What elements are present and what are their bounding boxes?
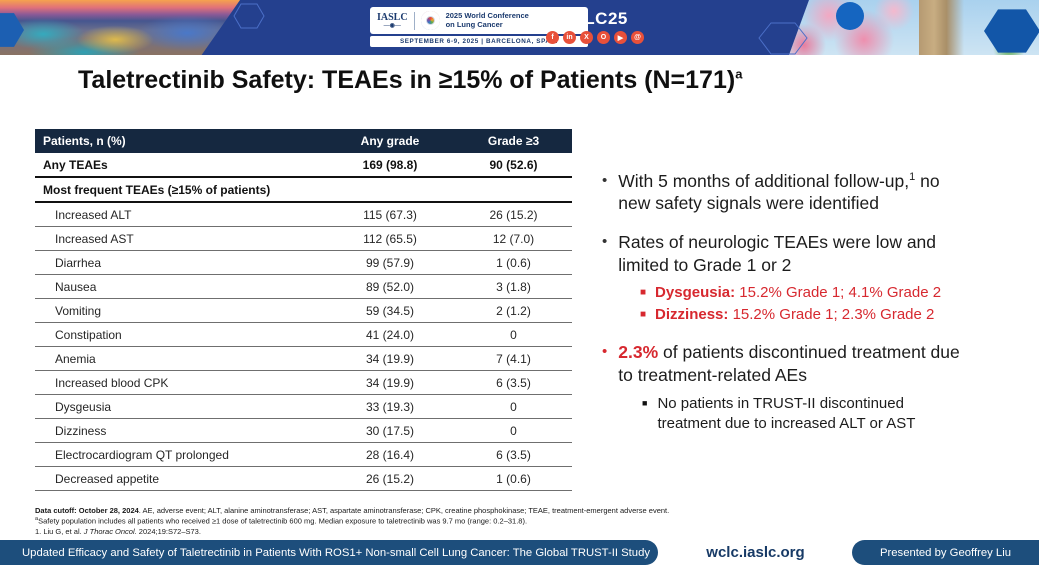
table-header-row: Patients, n (%) Any grade Grade ≥3: [35, 129, 572, 153]
youtube-icon[interactable]: ▶: [614, 31, 627, 44]
table-row: Anemia 34 (19.9) 7 (4.1): [35, 346, 572, 371]
table-row: Dysgeusia 33 (19.3) 0: [35, 394, 572, 419]
threads-icon[interactable]: @: [631, 31, 644, 44]
table-row: Nausea 89 (52.0) 3 (1.8): [35, 274, 572, 299]
table-row: Vomiting 59 (34.5) 2 (1.2): [35, 298, 572, 323]
page-title: Taletrectinib Safety: TEAEs in ≥15% of P…: [78, 66, 743, 94]
col-header-grade-ge3: Grade ≥3: [455, 129, 572, 153]
hexagon-outline-icon: [233, 3, 265, 29]
sub-bullet-trust-ii: ■ No patients in TRUST-II discontinued t…: [642, 394, 916, 432]
presenter-banner: Presented by Geoffrey Liu: [852, 540, 1039, 565]
table-row: Decreased appetite 26 (15.2) 1 (0.6): [35, 466, 572, 491]
linkedin-icon[interactable]: in: [563, 31, 576, 44]
logo-divider: [413, 11, 415, 30]
neurologic-sub-bullets: ■ Dysgeusia: 15.2% Grade 1; 4.1% Grade 2…: [640, 282, 1014, 326]
col-header-any-grade: Any grade: [325, 129, 455, 153]
table-row: Increased ALT 115 (67.3) 26 (15.2): [35, 202, 572, 227]
wclc-logo-block: IASLC —◉— 2025 World Conference on Lung …: [370, 7, 588, 47]
square-bullet-icon: ■: [642, 397, 648, 408]
facebook-icon[interactable]: f: [546, 31, 559, 44]
table-row: Diarrhea 99 (57.9) 1 (0.6): [35, 250, 572, 275]
iaslc-wordmark: IASLC —◉—: [377, 11, 408, 29]
table-section-header: Most frequent TEAEs (≥15% of patients): [35, 177, 572, 203]
wclc25-globe-icon: [420, 11, 440, 30]
bullet-dot-icon: •: [602, 233, 608, 251]
bullet-discontinuation: • 2.3% of patients discontinued treatmen…: [602, 342, 960, 385]
x-icon[interactable]: X: [580, 31, 593, 44]
table-row: Increased AST 112 (65.5) 12 (7.0): [35, 226, 572, 251]
teae-table: Patients, n (%) Any grade Grade ≥3 Any T…: [35, 129, 572, 491]
footnote-line-2: aSafety population includes all patients…: [35, 516, 528, 526]
square-bullet-icon: ■: [640, 308, 647, 320]
decor-blue-circle: [836, 2, 864, 30]
wclc-website-link[interactable]: wclc.iaslc.org: [706, 544, 805, 561]
bullet-dot-icon: •: [602, 172, 608, 189]
square-bullet-icon: ■: [640, 286, 647, 298]
table-row-any-teaes: Any TEAEs 169 (98.8) 90 (52.6): [35, 153, 572, 178]
col-header-patients: Patients, n (%): [35, 129, 325, 153]
social-icons: f in X O ▶ @: [546, 31, 644, 44]
barcelona-park-guell-photo: [0, 0, 240, 55]
footnotes: Data cutoff: October 28, 2024. AE, adver…: [35, 506, 815, 537]
instagram-icon[interactable]: O: [597, 31, 610, 44]
table-row: Increased blood CPK 34 (19.9) 6 (3.5): [35, 370, 572, 395]
conference-date-location: SEPTEMBER 6-9, 2025 | BARCELONA, SPAIN: [370, 36, 588, 47]
study-title-banner: Updated Efficacy and Safety of Taletrect…: [0, 540, 658, 565]
conference-name: 2025 World Conference on Lung Cancer: [445, 10, 529, 29]
hashtag-wclc25: #WCLC25: [545, 9, 628, 28]
table-row: Electrocardiogram QT prolonged 28 (16.4) 6…: [35, 442, 572, 467]
reference-marker: 1: [909, 171, 916, 184]
footnote-line-1: Data cutoff: October 28, 2024. AE, adver…: [35, 506, 670, 515]
table-row: Dizziness 30 (17.5) 0: [35, 418, 572, 443]
hexagon-outline-icon: [758, 22, 808, 55]
iaslc-emblem-icon: —◉—: [383, 22, 401, 29]
sub-bullet-dizziness: ■ Dizziness: 15.2% Grade 1; 2.3% Grade 2: [640, 304, 1014, 326]
key-findings-panel: • With 5 months of additional follow-up,…: [602, 170, 1014, 434]
iaslc-logo: IASLC —◉— 2025 World Conference on Lung …: [370, 7, 588, 34]
footnote-line-3: 1. Liu G, et al. J Thorac Oncol. 2024;19…: [35, 526, 201, 536]
bullet-neurologic-teaes: • Rates of neurologic TEAEs were low and…: [602, 232, 937, 275]
sub-bullet-dysgeusia: ■ Dysgeusia: 15.2% Grade 1; 4.1% Grade 2: [640, 282, 1014, 304]
table-row: Constipation 41 (24.0) 0: [35, 322, 572, 347]
title-footnote-marker: a: [735, 66, 743, 82]
header-banner: IASLC —◉— 2025 World Conference on Lung …: [0, 0, 1039, 55]
bullet-follow-up: • With 5 months of additional follow-up,…: [602, 171, 940, 214]
bullet-dot-icon: •: [602, 343, 608, 361]
